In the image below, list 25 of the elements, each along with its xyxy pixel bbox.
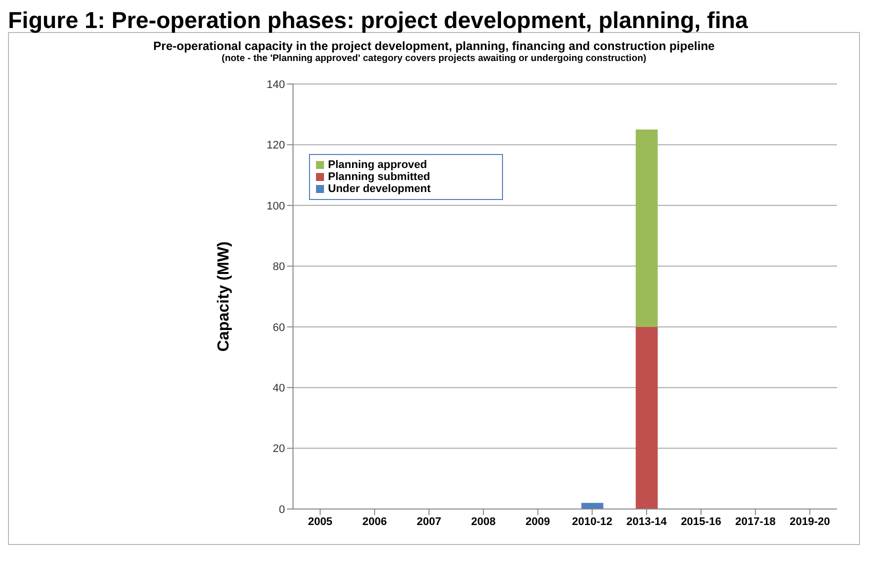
y-tick-label: 40: [272, 382, 285, 394]
y-axis-title: Capacity (MW): [216, 241, 233, 352]
x-tick-label: 2006: [362, 516, 387, 528]
x-tick-label: 2007: [416, 516, 442, 528]
legend-label: Planning submitted: [328, 171, 430, 183]
y-tick-label: 60: [272, 322, 285, 334]
y-tick-label: 20: [272, 443, 285, 456]
x-tick-label: 2019-20: [790, 516, 830, 528]
y-tick-label: 0: [278, 504, 285, 516]
y-tick-label: 120: [266, 140, 285, 152]
legend-label: Under development: [328, 183, 431, 195]
x-tick-label: 2017-18: [735, 516, 776, 528]
chart-subtitle: Pre-operational capacity in the project development, planning, financing and construction pipeline: [152, 39, 716, 53]
chart-title: Figure 1: Pre-operation phases: project development, planning, fina: [8, 7, 749, 33]
legend-label: Planning approved: [328, 159, 428, 171]
x-tick-label: 2013-14: [626, 516, 668, 528]
x-tick-label: 2009: [526, 516, 550, 528]
text: (note - the 'Planning approved' category covers projects awaiting or undergoing construction): [220, 53, 648, 64]
y-tick-label: 100: [266, 200, 285, 212]
x-tick-label: 2015-16: [680, 516, 722, 528]
x-tick-label: 2005: [308, 516, 332, 528]
x-tick-label: 2010-12: [572, 516, 612, 528]
y-tick-label: 140: [266, 78, 285, 91]
x-tick-label: 2008: [471, 516, 496, 528]
y-tick-label: 80: [272, 261, 285, 274]
